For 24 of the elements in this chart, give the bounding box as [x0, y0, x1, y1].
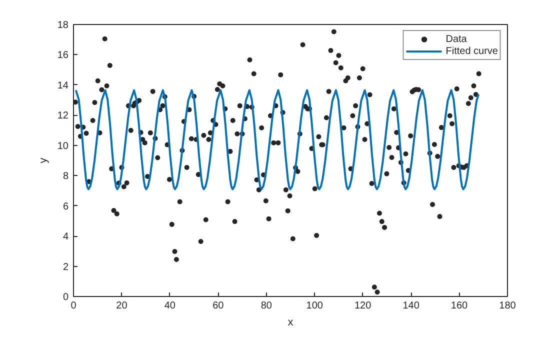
y-tick-label: 10 — [57, 140, 69, 152]
x-tick-label: 100 — [306, 300, 324, 312]
x-tick-label: 160 — [450, 300, 468, 312]
x-tick-label: 180 — [499, 300, 516, 312]
y-tick-label: 6 — [62, 201, 69, 212]
x-tick-label: 40 — [164, 300, 176, 312]
legend-label: Data — [446, 33, 467, 45]
x-tick-label: 140 — [402, 300, 420, 312]
x-axis-title: x — [288, 316, 294, 328]
y-tick-label: 4 — [62, 232, 69, 243]
y-tick-label: 14 — [57, 80, 69, 92]
x-tick-label: 120 — [354, 300, 372, 312]
y-tick-label: 8 — [62, 171, 69, 182]
y-tick-label: 18 — [57, 20, 69, 31]
y-axis-title: y — [37, 157, 50, 164]
legend-label: Fitted curve — [446, 45, 498, 57]
x-tick-label: 60 — [212, 300, 224, 312]
y-tick-label: 2 — [62, 262, 69, 273]
y-tick-label: 16 — [57, 50, 69, 62]
y-tick-label: 0 — [62, 292, 69, 303]
y-tick-label: 12 — [57, 110, 69, 122]
x-tick-label: 20 — [116, 300, 128, 312]
x-tick-label: 80 — [260, 300, 272, 312]
x-tick-label: 0 — [70, 300, 77, 312]
